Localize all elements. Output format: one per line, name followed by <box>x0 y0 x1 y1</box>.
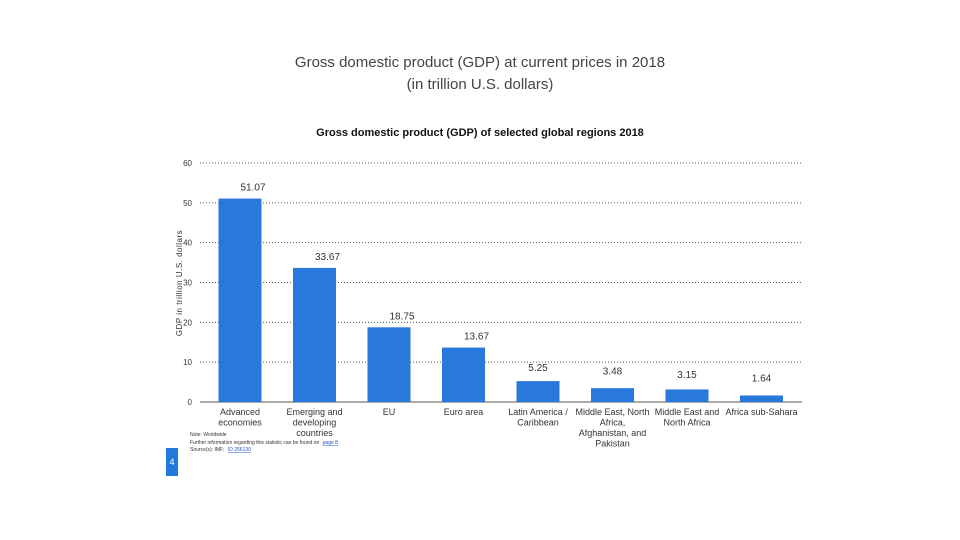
x-category-label: Emerging and developing countries <box>286 407 342 438</box>
y-tick-label: 10 <box>183 358 192 367</box>
bar-value-label: 5.25 <box>528 363 548 374</box>
bar-value-label: 3.48 <box>603 367 623 378</box>
bar <box>218 198 262 402</box>
bar <box>442 347 485 402</box>
bar <box>665 389 709 402</box>
slide-title-line1: Gross domestic product (GDP) at current … <box>294 54 666 71</box>
y-tick-label: 60 <box>183 159 192 168</box>
y-tick-label: 50 <box>183 199 192 208</box>
bar <box>591 388 634 402</box>
bars <box>218 198 783 402</box>
bar-value-label: 18.75 <box>389 311 414 322</box>
bar-value-label: 3.15 <box>677 370 697 381</box>
bar <box>740 395 783 402</box>
page-number: 4 <box>166 448 178 476</box>
bar <box>367 327 411 402</box>
x-category-label: Latin America / Caribbean <box>508 407 568 428</box>
x-category-label: Middle East, North Africa, Afghanistan, an… <box>575 407 649 449</box>
chart-title: Gross domestic product (GDP) of selected… <box>316 127 644 139</box>
y-tick-label: 0 <box>188 398 193 407</box>
slide-title-line2: (in trillion U.S. dollars) <box>406 76 554 93</box>
bar-value-label: 33.67 <box>315 252 340 263</box>
source-text: Source(s): IMF; <box>190 447 224 453</box>
bar-value-label: 1.64 <box>752 374 772 385</box>
further-info-text: Further information regarding this stati… <box>190 440 319 446</box>
y-tick-label: 40 <box>183 239 192 248</box>
x-category-label: Africa sub-Sahara <box>725 407 797 417</box>
further-info-line: Further information regarding this stati… <box>190 440 338 446</box>
x-category-label: Euro area <box>444 407 484 417</box>
y-tick-label: 20 <box>183 318 192 327</box>
bar-value-label: 13.67 <box>464 332 489 343</box>
bar <box>293 267 336 402</box>
labels: 0 10 20 30 40 50 60 51.07 Advanced economies 33.67… <box>183 159 797 449</box>
gridlines <box>200 162 802 403</box>
x-category-label: EU <box>383 407 396 417</box>
x-category-label: Middle East and North Africa <box>655 407 720 428</box>
slide-title: Gross domestic product (GDP) at current … <box>0 52 960 96</box>
further-info-link[interactable]: page 8 <box>323 440 339 446</box>
source-line: Source(s): IMF; ID 256130 <box>190 447 251 453</box>
note-text: Note: Worldwide <box>190 432 227 438</box>
x-category-label: Advanced economies <box>218 407 262 428</box>
source-link[interactable]: ID 256130 <box>228 447 251 453</box>
bar-value-label: 51.07 <box>240 183 265 194</box>
y-tick-label: 30 <box>183 279 192 288</box>
y-axis-label: GDP in trillion U.S. dollars <box>175 230 184 336</box>
bar <box>516 381 560 402</box>
